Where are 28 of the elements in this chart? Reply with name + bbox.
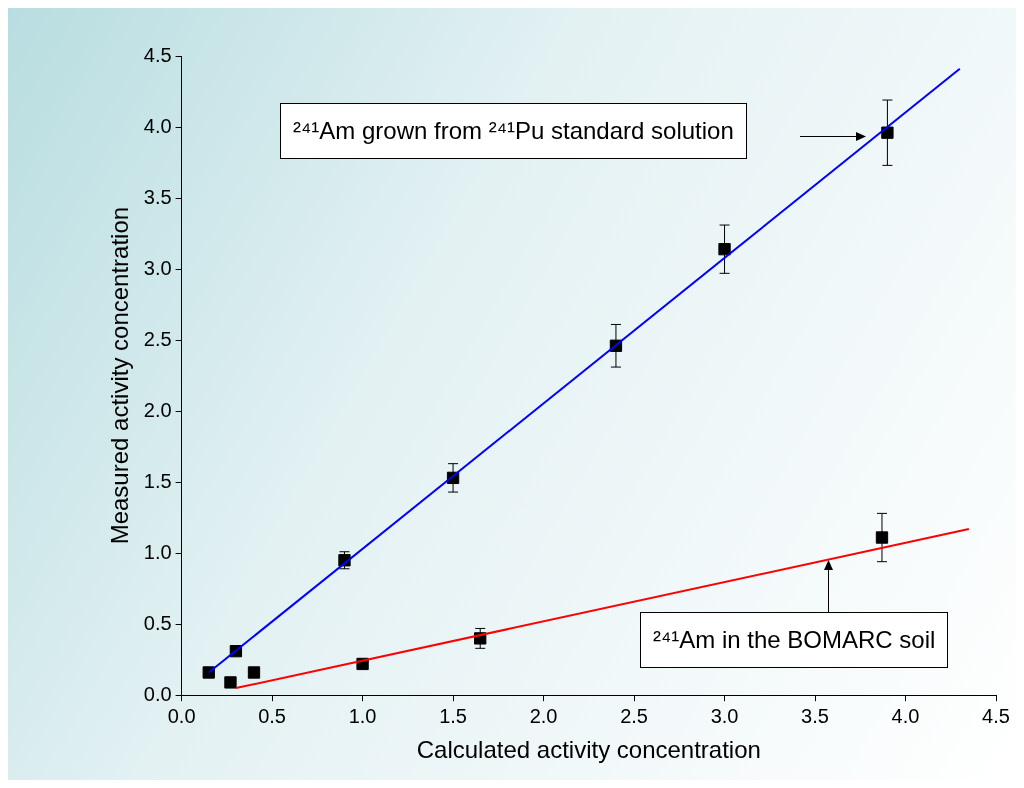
y-tick-label: 1.0 [143, 540, 172, 563]
point [718, 243, 731, 256]
y-tick-label: 3.0 [143, 256, 172, 279]
point [247, 666, 261, 679]
x-tick-label: 3.0 [710, 704, 739, 727]
x-tick-label: 1.0 [348, 704, 377, 727]
y-tick-label: 1.5 [143, 469, 172, 492]
x-axis-title: Calculated activity concentration [416, 736, 761, 764]
x-tick-label: 4.5 [982, 704, 1010, 727]
x-tick-label: 4.0 [891, 704, 920, 727]
y-tick-label: 0.5 [143, 611, 172, 634]
x-tick-label: 0.5 [258, 704, 286, 727]
annotation: ²⁴¹Am in the BOMARC soil [640, 612, 949, 668]
x-tick-label: 2.0 [529, 704, 558, 727]
y-axis-title: Measured activity concentration [106, 206, 134, 545]
point [875, 531, 889, 544]
x-tick-label: 0.0 [167, 704, 196, 727]
y-tick-label: 2.0 [143, 398, 172, 421]
y-tick-label: 0.0 [143, 682, 172, 705]
annotation: ²⁴¹Am grown from ²⁴¹Pu standard solution [280, 103, 747, 159]
y-tick-label: 4.5 [143, 43, 172, 66]
x-tick-label: 1.5 [439, 704, 467, 727]
point [224, 676, 237, 689]
x-tick-label: 2.5 [620, 704, 648, 727]
x-tick-label: 3.5 [801, 704, 829, 727]
y-tick-label: 3.5 [143, 185, 172, 208]
y-tick-label: 4.0 [143, 114, 172, 137]
y-tick-label: 2.5 [143, 327, 172, 350]
